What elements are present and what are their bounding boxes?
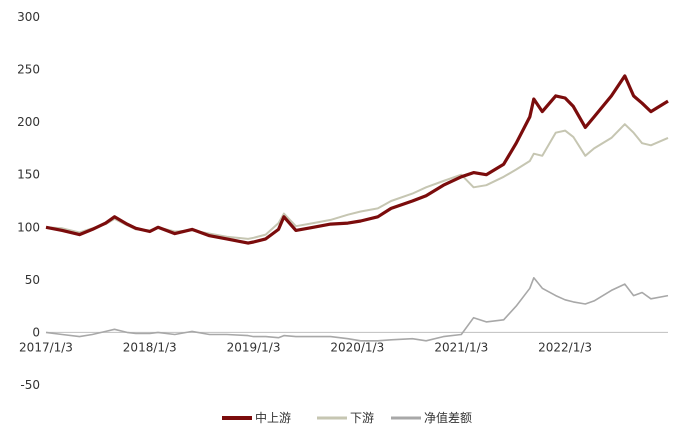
- x-tick-label: 2019/1/3: [227, 340, 281, 354]
- y-tick-label: 250: [17, 63, 40, 77]
- legend-label-0: 中上游: [255, 410, 291, 425]
- legend: 中上游 下游 净值差额: [222, 410, 472, 425]
- x-tick-label: 2020/1/3: [330, 340, 384, 354]
- series-layer: [45, 74, 669, 342]
- x-tick-label: 2022/1/3: [538, 340, 592, 354]
- series-line-2: [45, 277, 669, 342]
- x-tick-label: 2021/1/3: [434, 340, 488, 354]
- y-tick-label: 150: [17, 168, 40, 182]
- y-axis-ticks: -50 0 50 100 150 200 250 300: [17, 10, 40, 392]
- y-tick-label: -50: [20, 378, 40, 392]
- x-axis-ticks: 2017/1/3 2018/1/3 2019/1/3 2020/1/3 2021/1/3…: [19, 340, 592, 354]
- y-tick-label: 50: [25, 273, 40, 287]
- legend-label-1: 下游: [350, 411, 374, 425]
- y-tick-label: 300: [17, 10, 40, 24]
- y-tick-label: 0: [32, 325, 40, 339]
- series-line-0: [45, 74, 669, 245]
- y-tick-label: 100: [17, 220, 40, 234]
- x-tick-label: 2018/1/3: [123, 340, 177, 354]
- x-tick-label: 2017/1/3: [19, 340, 73, 354]
- y-tick-label: 200: [17, 115, 40, 129]
- legend-label-2: 净值差额: [424, 410, 472, 425]
